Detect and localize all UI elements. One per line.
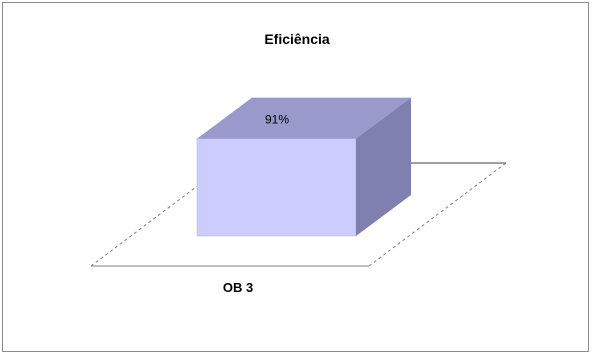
chart-frame: Eficiência 91% OB 3 (2, 2, 589, 352)
bar-value-label: 91% (265, 113, 289, 127)
chart-title: Eficiência (264, 31, 330, 47)
floor-left-edge (90, 162, 229, 267)
bar-side-face (356, 97, 411, 236)
floor-right-edge (368, 162, 507, 267)
category-label: OB 3 (223, 280, 253, 295)
bar-front-face (196, 138, 357, 237)
bar-top-face (197, 97, 411, 139)
chart-canvas: Eficiência 91% OB 3 (90, 31, 507, 295)
